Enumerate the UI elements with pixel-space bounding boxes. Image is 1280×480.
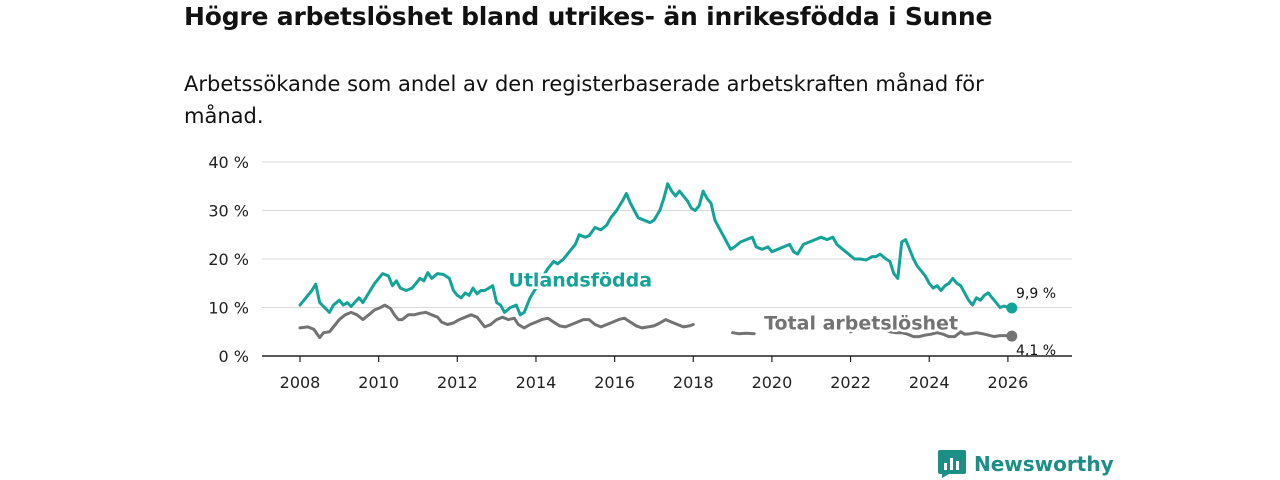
y-tick-label: 40 %	[208, 153, 249, 172]
end-value-label-total: 4,1 %	[1016, 343, 1056, 359]
x-tick-label: 2020	[752, 373, 793, 392]
x-tick-label: 2024	[909, 373, 950, 392]
x-tick-label: 2008	[280, 373, 321, 392]
brand-name: Newsworthy	[974, 452, 1114, 476]
x-tick-label: 2026	[988, 373, 1029, 392]
x-tick-label: 2010	[358, 373, 399, 392]
y-axis-ticks: 0 % 10 % 20 % 30 % 40 %	[208, 153, 249, 366]
y-tick-label: 10 %	[208, 299, 249, 318]
x-tick-label: 2022	[830, 373, 871, 392]
series-lines	[298, 182, 1018, 342]
series-line-total	[298, 303, 695, 340]
end-value-label-utlandsfodda: 9,9 %	[1016, 286, 1056, 302]
x-tick-label: 2014	[516, 373, 557, 392]
y-tick-label: 30 %	[208, 202, 249, 221]
x-axis-ticks: 2008 2010 2012 2014 2016 2018 2020 2022 2024 2026	[280, 356, 1029, 392]
end-point-utlandsfodda	[1006, 302, 1018, 314]
chart-title: Högre arbetslöshet bland utrikes- än inr…	[184, 2, 993, 31]
y-tick-label: 20 %	[208, 250, 249, 269]
series-line-utlandsfodda	[298, 182, 1014, 317]
series-label-total: Total arbetslöshet	[764, 312, 958, 334]
brand-logo: Newsworthy	[938, 450, 1114, 478]
gridlines	[262, 161, 1072, 357]
x-tick-label: 2018	[673, 373, 714, 392]
x-tick-label: 2012	[437, 373, 478, 392]
series-labels: 9,9 % 4,1 % Utlandsfödda Total arbetslöshet	[506, 267, 1056, 359]
series-label-utlandsfodda: Utlandsfödda	[508, 270, 652, 292]
end-point-total	[1006, 330, 1018, 342]
chart-subtitle: Arbetssökande som andel av den registerb…	[184, 72, 984, 128]
newsworthy-logo-icon	[938, 450, 966, 478]
x-tick-label: 2016	[594, 373, 635, 392]
series-line-total	[731, 331, 756, 336]
series-line-total	[849, 325, 1014, 339]
y-tick-label: 0 %	[219, 347, 249, 366]
